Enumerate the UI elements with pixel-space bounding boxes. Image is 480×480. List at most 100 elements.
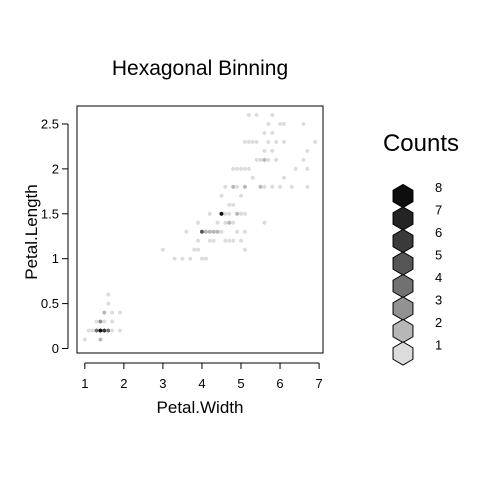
- hexbin-cell: [231, 184, 236, 190]
- x-axis-label: Petal.Width: [157, 398, 244, 417]
- hexbin-cell: [282, 139, 286, 145]
- hexbin-cell: [196, 238, 200, 243]
- x-tick-label: 5: [237, 376, 244, 391]
- hexbin-cell: [82, 337, 87, 342]
- hexbin-cell: [243, 211, 247, 216]
- legend-title: Counts: [383, 130, 459, 157]
- y-tick-label: 0: [52, 341, 59, 356]
- hexbin-cell: [266, 121, 271, 127]
- hexbin-cell: [192, 247, 197, 252]
- hexbin-cell: [94, 319, 99, 324]
- hexbin-cell: [262, 220, 267, 225]
- hexbin-cell: [223, 220, 228, 225]
- hexbin-cell: [110, 319, 115, 324]
- legend-count-label: 1: [435, 338, 442, 353]
- hexbin-cell: [188, 256, 193, 261]
- hexbin-cell: [118, 328, 122, 333]
- legend-count-label: 6: [435, 225, 442, 240]
- y-tick-label: 2: [52, 161, 59, 176]
- hexbin-cell: [243, 229, 247, 234]
- hexbin-cell: [262, 130, 267, 136]
- hexbin-cell: [278, 121, 282, 127]
- legend-count-label: 5: [435, 248, 442, 263]
- hexbin-cell: [235, 184, 239, 190]
- hexbin-cell: [270, 184, 275, 190]
- hexbin-cell: [102, 310, 107, 315]
- hexbin-cell: [266, 157, 271, 163]
- legend-count-label: 7: [435, 203, 442, 218]
- y-tick-label: 1: [52, 251, 59, 266]
- legend-hexagon: [392, 206, 414, 231]
- hexbin-cell: [219, 211, 224, 216]
- y-tick-label: 1.5: [41, 206, 59, 221]
- legend-hexagon: [392, 251, 414, 276]
- hexbin-cell: [254, 157, 259, 163]
- legend-hexagon: [392, 318, 414, 344]
- hexbin-cell: [262, 157, 267, 163]
- hexbin-cell: [231, 202, 236, 207]
- hexbin-cell: [211, 229, 216, 234]
- chart-title: Hexagonal Binning: [112, 57, 288, 80]
- hexbin-cell: [270, 130, 275, 136]
- hexbin-cell: [98, 337, 103, 342]
- y-axis: 0 0.5 1 1.5 2 2.5: [41, 116, 69, 356]
- hexbin-cell: [239, 211, 243, 216]
- hexbin-cell: [203, 229, 208, 234]
- legend-hexagon: [392, 273, 414, 299]
- legend-count-label: 3: [435, 293, 442, 308]
- hexbin-cell: [215, 229, 220, 234]
- hexbin-cell: [278, 184, 282, 190]
- hexbin-cell: [246, 139, 251, 145]
- y-tick-label: 2.5: [41, 116, 59, 131]
- hexbin-cell: [106, 292, 111, 297]
- hexbin-cell: [262, 184, 267, 190]
- hexbin-cell: [196, 247, 200, 252]
- legend-count-label: 8: [435, 180, 442, 195]
- legend-count-label: 2: [435, 315, 442, 330]
- hexbin-cell: [239, 166, 243, 172]
- legend-hexagon: [392, 183, 414, 209]
- hexbin-cell: [223, 184, 228, 190]
- hexbin-cell: [231, 220, 236, 225]
- hexbin-cell: [106, 328, 111, 333]
- hexbin-cell: [266, 139, 271, 145]
- hexbin-cell: [282, 175, 286, 181]
- y-axis-label: Petal.Length: [22, 184, 41, 279]
- hexbin-cell: [203, 256, 208, 261]
- hexbin-cell: [223, 238, 228, 243]
- legend-count-label: 4: [435, 270, 442, 285]
- hexbin-cell: [293, 166, 298, 172]
- x-axis: 1 2 3 4 5 6 7: [81, 362, 323, 391]
- plot-area: [76, 105, 324, 354]
- hexbin-cell: [313, 139, 318, 145]
- hexbin-cell: [254, 139, 259, 145]
- hexbin-cell: [243, 184, 247, 190]
- x-tick-label: 3: [159, 376, 166, 391]
- hexbin-cell: [110, 310, 115, 315]
- hexbin-cell: [207, 229, 212, 234]
- legend-hexagon: [392, 228, 414, 254]
- hexbin-cell: [239, 193, 243, 199]
- hexbin-cell: [90, 328, 95, 333]
- hexbin-cell: [207, 238, 212, 243]
- hexbin-cell: [231, 238, 236, 243]
- hexbin-cell: [200, 229, 204, 234]
- hexbin-cell: [227, 238, 232, 243]
- hexbin-cell: [223, 211, 228, 216]
- hexbin-cell: [243, 166, 247, 172]
- hexbin-cell: [235, 211, 239, 216]
- hexbin-cell: [219, 193, 224, 199]
- hexbin-cell: [196, 220, 200, 225]
- x-tick-label: 6: [276, 376, 283, 391]
- hexbin-cell: [211, 238, 216, 243]
- hexbin-cell: [227, 211, 232, 216]
- x-tick-label: 1: [81, 376, 88, 391]
- hexbin-cell: [184, 229, 189, 234]
- hexbin-cell: [270, 148, 275, 154]
- hexbin-cell: [243, 247, 247, 252]
- hexbin-cell: [86, 328, 91, 333]
- hexbin-cell: [98, 328, 103, 333]
- hexbin-cell: [243, 139, 247, 145]
- hexbin-cell: [180, 256, 185, 261]
